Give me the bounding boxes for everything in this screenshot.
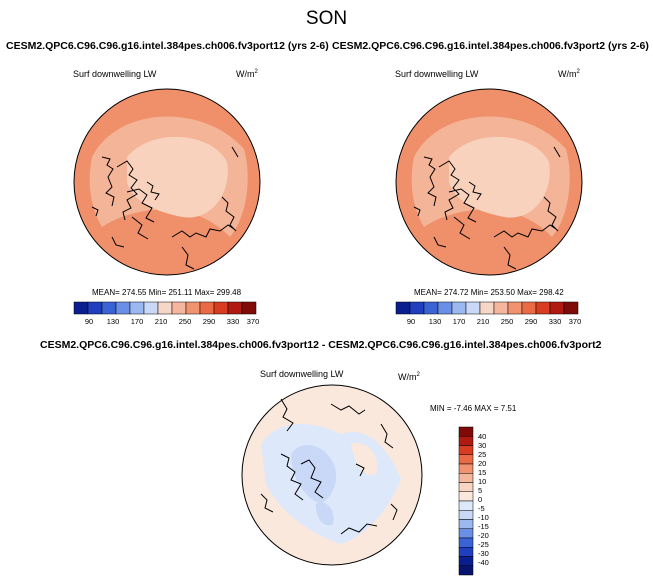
cbd-tick: -5 [478, 504, 485, 513]
colorbar-swatch [451, 301, 467, 315]
colorbar-swatch [465, 301, 481, 315]
colorbar-swatch [423, 301, 439, 315]
colorbar-swatch [409, 301, 425, 315]
colorbar-swatch [458, 482, 474, 492]
cb1-tick: 90 [84, 317, 94, 326]
panel-2-variable-label: Surf downwelling LW [395, 69, 479, 79]
colorbar-swatch [185, 301, 201, 315]
colorbar-swatch [129, 301, 145, 315]
cb2-tick: 130 [428, 317, 442, 326]
colorbar-swatch [227, 301, 243, 315]
colorbar-swatch [535, 301, 551, 315]
colorbar-swatch [521, 301, 537, 315]
colorbar-swatch [395, 301, 411, 315]
cb1-tick: 370 [246, 317, 260, 326]
colorbar-swatch [458, 463, 474, 474]
cb2-tick: 90 [406, 317, 416, 326]
colorbar-swatch [199, 301, 215, 315]
cbd-tick: 5 [478, 486, 483, 495]
cb2-tick: 210 [476, 317, 490, 326]
cbd-tick: 15 [478, 468, 487, 477]
colorbar-swatch [563, 301, 579, 315]
colorbar-swatch [143, 301, 159, 315]
colorbar-swatch [549, 301, 565, 315]
colorbar-swatch [458, 473, 474, 483]
colorbar-swatch [458, 454, 474, 465]
cbd-tick: -10 [478, 513, 489, 522]
colorbar-swatch [458, 537, 474, 548]
panel-1-units: W/m2 [236, 69, 258, 79]
colorbar-swatch [87, 301, 103, 315]
colorbar-swatch [458, 491, 474, 502]
cb1-tick: 210 [154, 317, 168, 326]
cb1-tick: 170 [130, 317, 144, 326]
panel-2-units: W/m2 [558, 69, 580, 79]
colorbar-swatch [479, 301, 495, 315]
diff-polar-map [241, 384, 423, 566]
colorbar-swatch [115, 301, 131, 315]
diff-variable-label: Surf downwelling LW [260, 369, 344, 379]
colorbar-swatch [458, 510, 474, 520]
colorbar-swatch [493, 301, 509, 315]
cb1-tick: 250 [178, 317, 192, 326]
panel-2-polar-map [395, 88, 583, 276]
cb2-tick: 290 [524, 317, 538, 326]
colorbar-swatch [73, 301, 89, 315]
cbd-tick: 10 [478, 477, 487, 486]
colorbar-swatch [101, 301, 117, 315]
colorbar-swatch [458, 556, 474, 566]
cb2-tick: 330 [548, 317, 562, 326]
diff-units: W/m2 [398, 372, 420, 382]
panel-2-stats: MEAN= 274.72 Min= 253.50 Max= 298.42 [414, 288, 564, 297]
cbd-tick: 30 [478, 441, 487, 450]
cbd-tick: -40 [478, 558, 489, 567]
colorbar-swatch [171, 301, 187, 315]
colorbar-swatch [458, 445, 474, 455]
panel-1-colorbar [73, 301, 257, 315]
colorbar-swatch [157, 301, 173, 315]
colorbar-swatch [458, 519, 474, 529]
panel-2-case-title: CESM2.QPC6.C96.C96.g16.intel.384pes.ch00… [332, 40, 649, 52]
colorbar-swatch [458, 500, 474, 511]
colorbar-swatch [458, 436, 474, 446]
cb1-tick: 290 [202, 317, 216, 326]
cbd-tick: -25 [478, 540, 489, 549]
panel-1-polar-map [73, 88, 261, 276]
colorbar-swatch [458, 528, 474, 539]
panel-1-case-title: CESM2.QPC6.C96.C96.g16.intel.384pes.ch00… [6, 40, 329, 52]
colorbar-swatch [241, 301, 257, 315]
panel-2-colorbar [395, 301, 579, 315]
cb2-tick: 370 [568, 317, 582, 326]
cbd-tick: -15 [478, 522, 489, 531]
cbd-tick: 20 [478, 459, 487, 468]
cbd-tick: 0 [478, 495, 483, 504]
panel-1-variable-label: Surf downwelling LW [73, 69, 157, 79]
cb1-tick: 130 [106, 317, 120, 326]
colorbar-swatch [458, 547, 474, 557]
cbd-tick: 25 [478, 450, 487, 459]
diff-title: CESM2.QPC6.C96.C96.g16.intel.384pes.ch00… [40, 339, 602, 351]
colorbar-swatch [458, 426, 474, 437]
diff-colorbar [458, 426, 474, 576]
cbd-tick: -30 [478, 549, 489, 558]
cb1-tick: 330 [226, 317, 240, 326]
diff-stats: MIN = -7.46 MAX = 7.51 [430, 404, 517, 413]
cb2-tick: 250 [500, 317, 514, 326]
page-title: SON [305, 8, 348, 29]
cb2-tick: 170 [452, 317, 466, 326]
panel-1-stats: MEAN= 274.55 Min= 251.11 Max= 299.48 [92, 288, 242, 297]
colorbar-swatch [437, 301, 453, 315]
colorbar-swatch [507, 301, 523, 315]
colorbar-swatch [458, 565, 474, 576]
cbd-tick: 40 [478, 432, 487, 441]
cbd-tick: -20 [478, 531, 489, 540]
colorbar-swatch [213, 301, 229, 315]
